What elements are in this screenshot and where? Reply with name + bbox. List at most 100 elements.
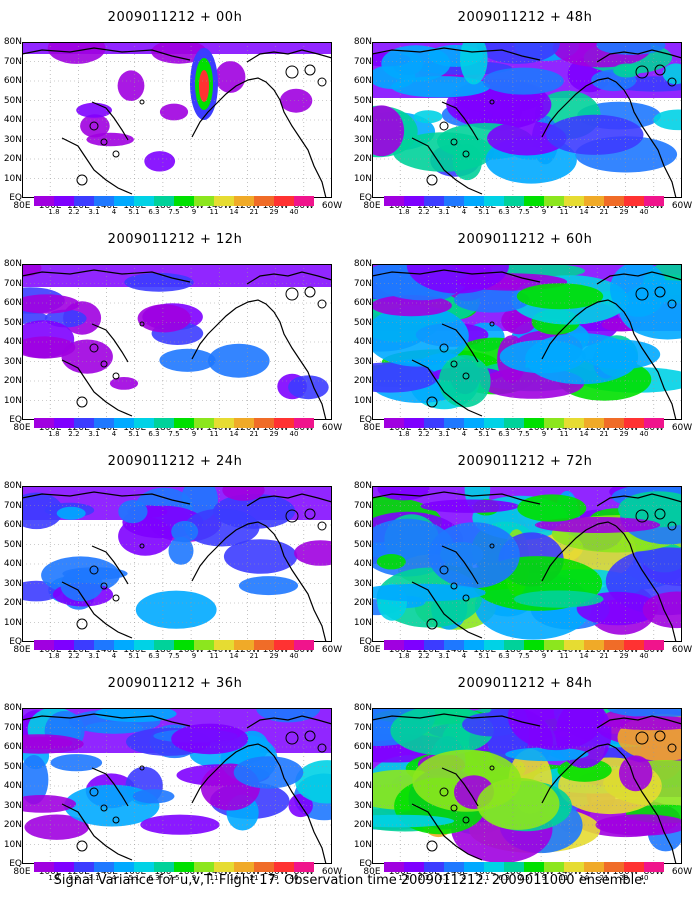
variance-blob	[109, 377, 139, 390]
lon-tick-label: 160W	[528, 423, 555, 433]
colorbar-swatch	[154, 640, 174, 650]
lat-tick-label: EQ	[359, 415, 372, 425]
colorbar-swatch	[34, 862, 54, 872]
colorbar-label: 6.3	[498, 430, 510, 438]
colorbar-label: 29	[619, 652, 629, 660]
variance-map	[22, 708, 332, 864]
island-outline	[489, 765, 495, 771]
lat-tick-label: 50N	[3, 761, 22, 772]
colorbar-swatch	[404, 862, 424, 872]
coastline	[411, 581, 483, 639]
colorbar-label: 21	[249, 652, 259, 660]
colorbar-swatch	[644, 862, 664, 872]
island-outline	[635, 509, 649, 523]
colorbar-label: 40	[639, 652, 649, 660]
variance-blob	[613, 63, 641, 78]
colorbar-label: 6.3	[148, 652, 160, 660]
panel-title: 2009011212 + 60h	[457, 232, 593, 247]
colorbar-swatch	[444, 640, 464, 650]
colorbar-label: 2.2	[68, 430, 80, 438]
island-outline	[439, 121, 449, 131]
lon-tick-label: 80E	[363, 201, 381, 211]
colorbar-swatch	[214, 196, 234, 206]
lat-tick-label: 40N	[353, 115, 372, 125]
lat-tick-label: 80N	[353, 703, 372, 713]
colorbar-swatch	[464, 862, 484, 872]
colorbar-label: 4	[111, 874, 117, 882]
lon-tick-label: 80E	[363, 423, 381, 433]
colorbar-label: 1.8	[398, 430, 410, 438]
lat-tick-label: 80N	[3, 259, 22, 269]
colorbar-label: 4	[461, 874, 467, 882]
coastline	[411, 803, 483, 861]
island-outline	[76, 618, 88, 630]
variance-blob	[505, 747, 589, 762]
lon-tick-label: 160E	[123, 201, 147, 211]
variance-blob	[171, 520, 199, 543]
lon-tick-label: 140W	[556, 423, 583, 433]
map-plot-area: 80N 70N 60N 50N 40N 30N 20N 10N EQ 80E 100E 120E 140…	[4, 38, 342, 211]
coastline	[372, 47, 541, 61]
coastline	[411, 137, 483, 195]
lon-tick-label: 120E	[66, 201, 90, 211]
coastline	[22, 491, 191, 505]
lon-tick-label: 60W	[321, 645, 343, 655]
colorbar-label: 3.1	[438, 874, 450, 882]
lat-tick-label: 20N	[3, 154, 22, 164]
lat-tick-label: 20N	[353, 598, 372, 608]
colorbar-swatch	[604, 640, 624, 650]
island-outline	[654, 508, 666, 520]
colorbar-swatch	[154, 196, 174, 206]
variance-blob	[601, 716, 682, 731]
colorbar-label: 14	[579, 208, 589, 216]
island-outline	[89, 787, 99, 797]
colorbar-swatch	[524, 196, 544, 206]
colorbar-swatch	[484, 196, 504, 206]
colorbar-label: 5.1	[478, 652, 490, 660]
colorbar-swatch	[404, 640, 424, 650]
coastline	[541, 743, 677, 864]
lon-tick-label: 160E	[123, 867, 147, 877]
lon-tick-label: 180	[154, 423, 172, 433]
colorbar-label: 4	[111, 430, 117, 438]
colorbar-label: 40	[289, 430, 299, 438]
coastline	[541, 521, 677, 642]
colorbar-swatch	[384, 862, 404, 872]
variance-blob	[144, 151, 176, 172]
colorbar-label: 29	[269, 430, 279, 438]
colorbar-swatch	[624, 418, 644, 428]
lon-tick-label: 100W	[262, 645, 289, 655]
lon-tick-label: 100E	[38, 201, 62, 211]
colorbar-label: 9	[191, 874, 197, 882]
colorbar-label: 1.8	[48, 652, 60, 660]
colorbar-swatch	[624, 640, 644, 650]
colorbar-swatch	[114, 196, 134, 206]
island-outline	[635, 731, 649, 745]
lat-tick-label: 10N	[3, 617, 22, 628]
colorbar-label: 29	[269, 652, 279, 660]
coastline	[191, 743, 327, 864]
colorbar-swatch	[134, 418, 154, 428]
lon-tick-label: 120E	[416, 423, 440, 433]
lat-tick-label: 70N	[353, 500, 372, 511]
variance-blob	[95, 708, 177, 723]
colorbar-swatch	[294, 418, 314, 428]
lon-tick-label: 60W	[321, 201, 343, 211]
lat-tick-label: 30N	[353, 356, 372, 367]
lat-tick-label: 30N	[3, 800, 22, 811]
colorbar-swatch	[444, 196, 464, 206]
variance-blob	[151, 42, 207, 64]
colorbar-label: 9	[541, 430, 547, 438]
island-outline	[76, 396, 88, 408]
colorbar-label: 7.5	[168, 874, 180, 882]
figure-caption: Signal Variance for u,v,T. Flight 17. Ob…	[53, 873, 647, 888]
colorbar-swatch	[174, 196, 194, 206]
colorbar-label: 14	[579, 652, 589, 660]
colorbar-swatch	[424, 862, 444, 872]
colorbar-swatch	[624, 862, 644, 872]
colorbar-label: 7.5	[518, 652, 530, 660]
colorbar-swatch	[544, 196, 564, 206]
lon-tick-label: 80W	[293, 423, 314, 433]
coastline	[91, 323, 129, 363]
lon-tick-label: 120W	[234, 645, 261, 655]
